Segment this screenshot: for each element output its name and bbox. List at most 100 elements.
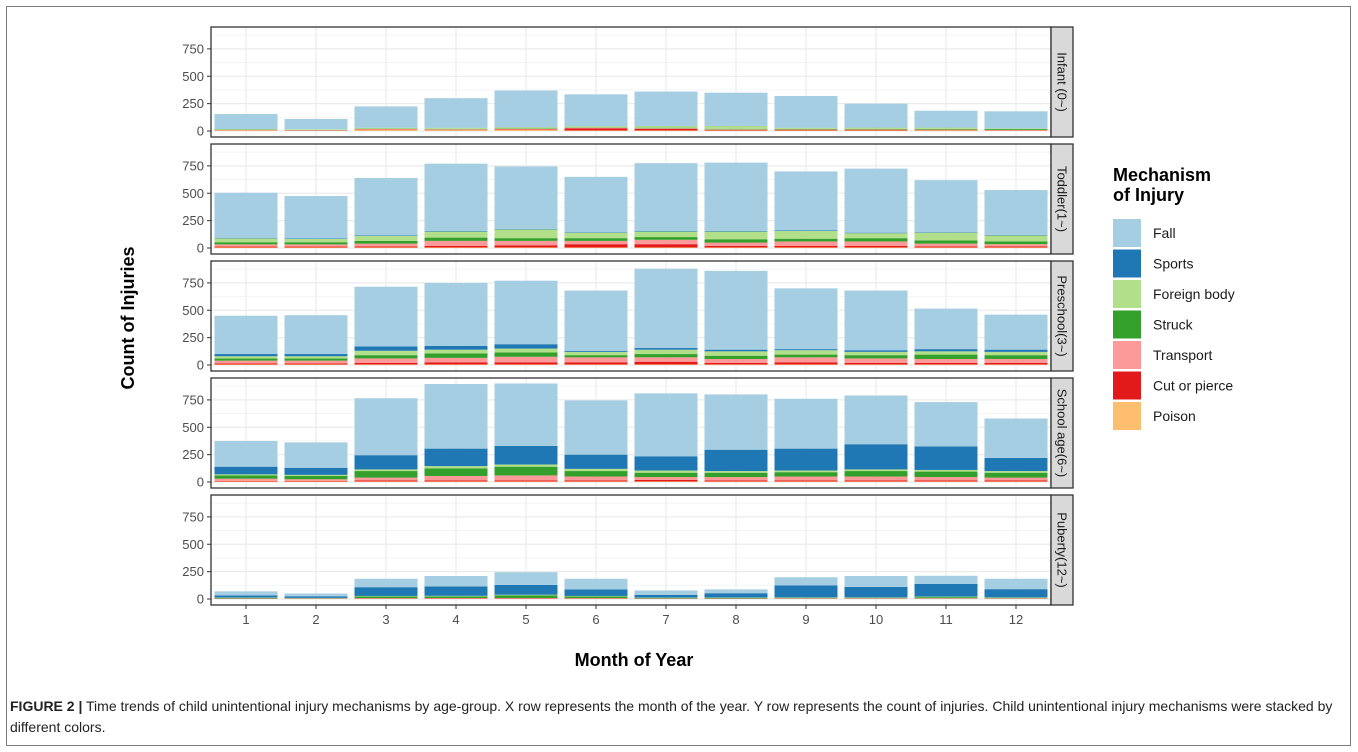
legend-label: Cut or pierce xyxy=(1153,378,1233,394)
bar-segment-cut-or-pierce xyxy=(494,480,558,482)
bar-segment-fall xyxy=(494,166,558,229)
bar-segment-struck xyxy=(634,354,698,358)
bar-segment-foreign-body xyxy=(634,231,698,238)
bar-segment-struck xyxy=(774,472,838,477)
bar-segment-fall xyxy=(284,442,348,468)
bar-segment-sports xyxy=(424,345,488,350)
bar-segment-foreign-body xyxy=(844,351,908,356)
y-tick-label: 250 xyxy=(182,564,204,579)
bar-segment-cut-or-pierce xyxy=(914,246,978,248)
legend-swatch-struck xyxy=(1113,310,1141,339)
bar-segment-foreign-body xyxy=(844,127,908,129)
bar-segment-transport xyxy=(424,129,488,130)
bar-segment-foreign-body xyxy=(774,470,838,473)
bar-segment-fall xyxy=(284,593,348,597)
bar-segment-sports xyxy=(774,230,838,232)
bar-segment-poison xyxy=(214,481,278,482)
y-tick-label: 0 xyxy=(197,592,204,607)
bar-segment-struck xyxy=(214,242,278,245)
bar-segment-transport xyxy=(424,240,488,246)
bar-segment-fall xyxy=(634,393,698,457)
bar-segment-transport xyxy=(844,476,908,481)
bar-segment-struck xyxy=(284,358,348,361)
bar-segment-fall xyxy=(704,162,768,232)
bar-segment-poison xyxy=(354,247,418,248)
facet-strip xyxy=(1050,260,1074,372)
bar-segment-struck xyxy=(704,472,768,478)
bar-segment-fall xyxy=(564,290,628,351)
bar-segment-cut-or-pierce xyxy=(494,362,558,365)
bar-segment-transport xyxy=(564,476,628,481)
bar-segment-sports xyxy=(984,234,1048,236)
bar-segment-foreign-body xyxy=(564,595,628,597)
bar-segment-cut-or-pierce xyxy=(214,363,278,365)
bar-segment-sports xyxy=(914,584,978,597)
bar-segment-struck xyxy=(564,596,628,599)
bar-segment-struck xyxy=(704,597,768,599)
bar-segment-fall xyxy=(984,578,1048,590)
y-tick-label: 750 xyxy=(182,41,204,56)
bar-segment-poison xyxy=(704,247,768,248)
bar-segment-fall xyxy=(774,288,838,350)
bar-segment-foreign-body xyxy=(984,128,1048,130)
bar-segment-struck xyxy=(914,471,978,478)
bar-segment-transport xyxy=(914,129,978,131)
bar-segment-foreign-body xyxy=(984,351,1048,356)
bar-segment-struck xyxy=(634,127,698,129)
bar-segment-poison xyxy=(704,481,768,482)
bar-segment-foreign-body xyxy=(354,350,418,356)
bar-segment-fall xyxy=(704,92,768,126)
bar-segment-cut-or-pierce xyxy=(634,128,698,131)
bar-segment-foreign-body xyxy=(914,351,978,355)
bar-segment-fall xyxy=(564,94,628,127)
bar-segment-foreign-body xyxy=(424,466,488,469)
bar-segment-poison xyxy=(214,247,278,248)
bar-segment-struck xyxy=(214,475,278,479)
bar-segment-transport xyxy=(634,357,698,362)
bar-segment-foreign-body xyxy=(564,126,628,128)
legend-title-line2: of Injury xyxy=(1113,185,1184,205)
bar-segment-cut-or-pierce xyxy=(284,246,348,248)
bar-segment-fall xyxy=(354,398,418,456)
facet-strip-label: Preschool(3~) xyxy=(1055,275,1070,356)
bar-segment-fall xyxy=(914,308,978,350)
bar-segment-transport xyxy=(354,129,418,130)
bar-segment-fall xyxy=(844,103,908,128)
bar-segment-struck xyxy=(284,242,348,245)
y-tick-label: 750 xyxy=(182,509,204,524)
bar-segment-struck xyxy=(424,596,488,599)
y-tick-label: 500 xyxy=(182,69,204,84)
bar-segment-foreign-body xyxy=(424,595,488,597)
bar-segment-struck xyxy=(844,597,908,599)
bar-segment-fall xyxy=(634,91,698,126)
y-tick-label: 250 xyxy=(182,96,204,111)
bar-segment-struck xyxy=(984,129,1048,130)
bar-segment-poison xyxy=(494,364,558,365)
x-tick-label: 4 xyxy=(452,612,459,627)
bar-segment-transport xyxy=(424,475,488,481)
bar-segment-poison xyxy=(564,364,628,365)
bar-segment-foreign-body xyxy=(844,469,908,472)
legend-swatch-cut-or-pierce xyxy=(1113,371,1141,400)
bar-segment-struck xyxy=(564,355,628,358)
bar-segment-transport xyxy=(984,358,1048,363)
legend-label: Transport xyxy=(1153,347,1213,363)
bar-segment-foreign-body xyxy=(704,471,768,473)
facet-strip-label: Infant (0~) xyxy=(1055,52,1070,112)
bar-segment-struck xyxy=(774,238,838,242)
bar-segment-transport xyxy=(774,129,838,131)
bar-segment-transport xyxy=(704,358,768,363)
bar-segment-poison xyxy=(494,481,558,482)
bar-segment-sports xyxy=(704,231,768,232)
bar-segment-struck xyxy=(914,354,978,359)
bar-segment-sports xyxy=(634,456,698,471)
bar-segment-sports xyxy=(564,232,628,233)
bar-segment-poison xyxy=(914,481,978,482)
panel-background xyxy=(211,27,1051,137)
facet-strip-label: Toddler(1~) xyxy=(1055,166,1070,232)
bar-segment-foreign-body xyxy=(914,469,978,472)
bar-segment-foreign-body xyxy=(354,235,418,241)
bar-segment-transport xyxy=(844,129,908,131)
bar-segment-sports xyxy=(354,455,418,470)
bar-segment-struck xyxy=(424,237,488,241)
